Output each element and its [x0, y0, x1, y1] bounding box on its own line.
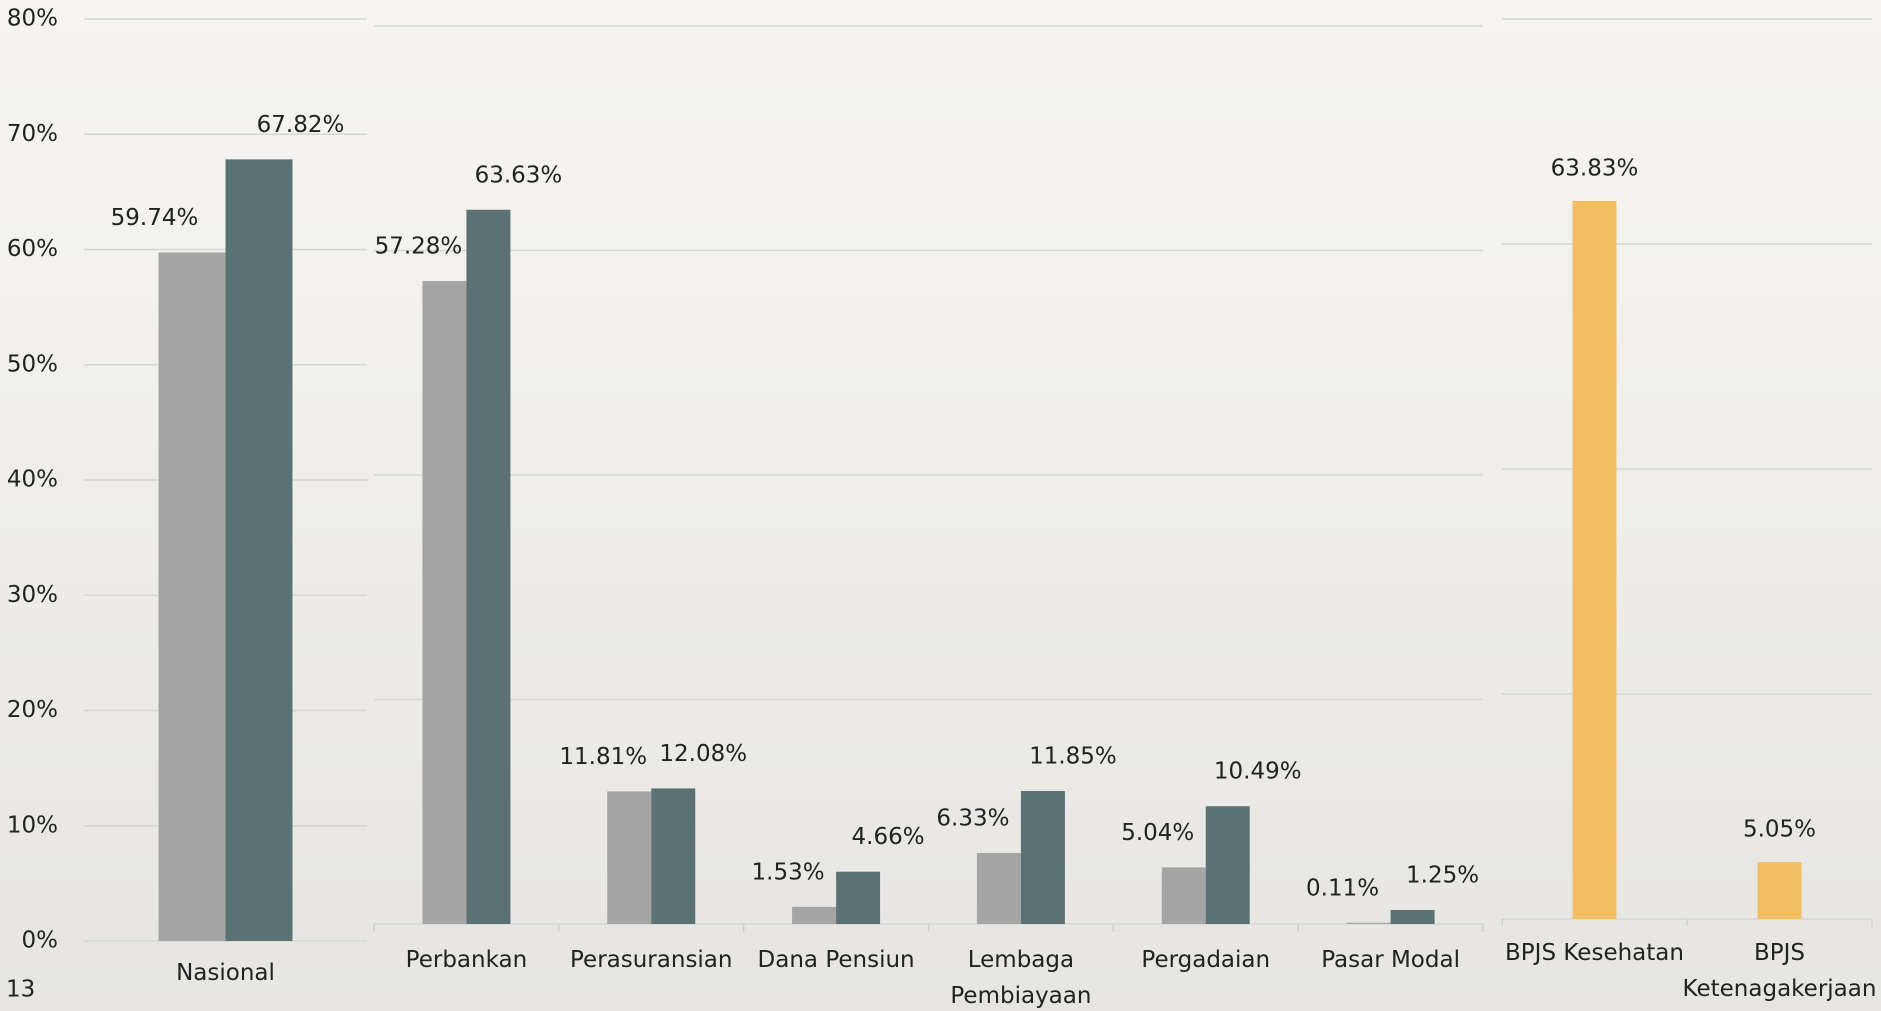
value-label: 67.82% — [257, 112, 345, 138]
x-tick-label: Perasuransian — [570, 947, 732, 973]
x-tick-label: Nasional — [176, 960, 275, 986]
value-label: 11.81% — [559, 744, 647, 770]
y-tick-label: 10% — [7, 812, 58, 838]
bar — [1758, 862, 1802, 919]
x-tick-label: Pergadaian — [1141, 947, 1270, 973]
bar — [159, 252, 226, 941]
value-label: 1.53% — [752, 859, 825, 885]
bar — [1347, 923, 1391, 924]
bar — [1021, 791, 1065, 924]
value-label: 1.25% — [1406, 862, 1479, 888]
bar — [422, 281, 466, 924]
y-tick-label: 0% — [22, 928, 59, 954]
bar — [1391, 910, 1435, 924]
value-label: 6.33% — [936, 805, 1009, 831]
value-label: 4.66% — [852, 824, 925, 850]
bar — [651, 788, 695, 924]
bar — [792, 907, 836, 924]
y-tick-label: 70% — [7, 121, 58, 147]
bar — [977, 853, 1021, 924]
bar — [607, 791, 651, 924]
x-tick-label: Perbankan — [406, 947, 528, 973]
value-label: 5.05% — [1743, 817, 1816, 843]
x-tick-label: BPJS Kesehatan — [1505, 940, 1684, 966]
bar — [466, 210, 510, 924]
value-label: 63.63% — [475, 162, 563, 188]
value-label: 10.49% — [1214, 759, 1302, 785]
value-label: 5.04% — [1121, 820, 1194, 846]
y-tick-label: 50% — [7, 351, 58, 377]
value-label: 12.08% — [659, 741, 747, 767]
y-tick-label: 40% — [7, 467, 58, 493]
bar — [1162, 867, 1206, 924]
x-tick-label: Pasar Modal — [1321, 947, 1460, 973]
value-label: 63.83% — [1551, 155, 1639, 181]
chart: 13 0% 10% 20% 30% 40% 50% 60% 70% 80% Nasional 59.… — [0, 0, 1881, 1011]
bar — [1206, 806, 1250, 924]
y-tick-label: 80% — [7, 6, 58, 32]
page-number: 13 — [6, 977, 35, 1003]
y-tick-label: 20% — [7, 697, 58, 723]
bar — [1573, 201, 1617, 919]
value-label: 0.11% — [1306, 875, 1379, 901]
value-label: 11.85% — [1029, 743, 1117, 769]
value-label: 57.28% — [375, 234, 463, 260]
y-tick-label: 30% — [7, 582, 58, 608]
page: 13 0% 10% 20% 30% 40% 50% 60% 70% 80% Nasional 59.… — [0, 0, 1881, 1011]
bar — [226, 159, 293, 941]
value-label: 59.74% — [111, 205, 199, 231]
x-tick-label: Dana Pensiun — [758, 947, 915, 973]
bar — [836, 872, 880, 924]
y-tick-label: 60% — [7, 236, 58, 262]
